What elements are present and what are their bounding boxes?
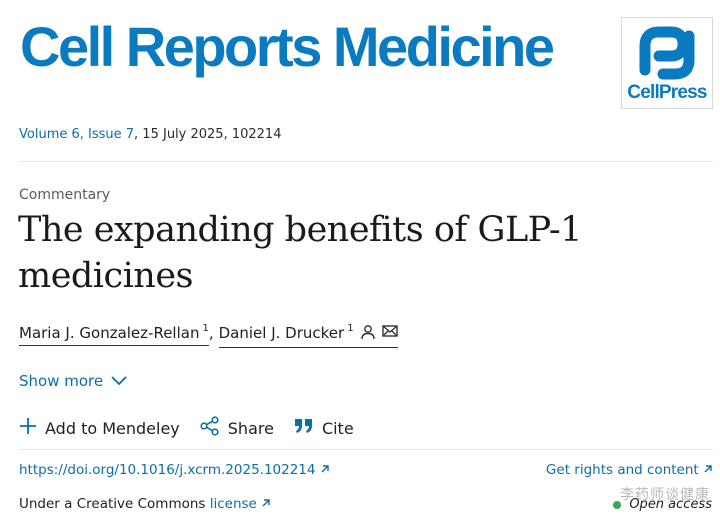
license-prefix: Under a Creative Commons xyxy=(19,496,210,512)
cellpress-logo-mark xyxy=(639,26,695,80)
author-affiliation-mark: 1 xyxy=(347,323,354,334)
share-icon xyxy=(200,416,220,440)
doi-text: https://doi.org/10.1016/j.xcrm.2025.1022… xyxy=(19,462,316,478)
cite-label: Cite xyxy=(321,418,354,438)
add-to-mendeley-label: Add to Mendeley xyxy=(45,418,180,438)
envelope-icon xyxy=(381,324,398,342)
license-link-text: license xyxy=(209,496,257,512)
license-row: Under a Creative Commons license xyxy=(19,496,271,512)
doi-link[interactable]: https://doi.org/10.1016/j.xcrm.2025.1022… xyxy=(19,462,330,478)
author-affiliation-mark: 1 xyxy=(202,323,209,334)
share-label: Share xyxy=(227,418,274,438)
add-to-mendeley-button[interactable]: Add to Mendeley xyxy=(19,417,180,439)
share-button[interactable]: Share xyxy=(200,416,274,440)
license-link[interactable]: license xyxy=(210,496,271,512)
watermark-text: 李药师谈健康 xyxy=(620,487,710,503)
volume-issue-link[interactable]: Volume 6, Issue 7 xyxy=(19,127,135,142)
cellpress-logo-text: CellPress xyxy=(627,82,707,103)
article-type: Commentary xyxy=(19,187,111,203)
cite-button[interactable]: Cite xyxy=(294,418,354,438)
author-name: Maria J. Gonzalez-Rellan xyxy=(19,324,200,342)
journal-title[interactable]: Cell Reports Medicine xyxy=(20,15,555,78)
external-link-icon xyxy=(261,496,271,512)
author-list: Maria J. Gonzalez-Rellan 1 , Daniel J. Dr… xyxy=(19,324,398,348)
open-access-dot-icon xyxy=(613,500,622,509)
cellpress-logo[interactable]: CellPress xyxy=(621,17,713,109)
open-access-label: Open access xyxy=(629,497,712,512)
author-link[interactable]: Maria J. Gonzalez-Rellan 1 xyxy=(19,324,209,346)
rights-link[interactable]: Get rights and content xyxy=(546,462,713,478)
rights-text: Get rights and content xyxy=(545,462,699,478)
author-separator: , xyxy=(208,324,214,342)
citation-date: , 15 July 2025, 102214 xyxy=(134,127,282,142)
article-title: The expanding benefits of GLP-1 medicine… xyxy=(18,210,582,296)
article-actions: Add to Mendeley Share Cite xyxy=(19,416,374,440)
chevron-down-icon xyxy=(111,372,127,390)
external-link-icon xyxy=(320,462,330,478)
doi-row: https://doi.org/10.1016/j.xcrm.2025.1022… xyxy=(19,462,713,478)
person-icon xyxy=(360,324,376,344)
citation-line: Volume 6, Issue 7, 15 July 2025, 102214 xyxy=(19,127,281,142)
open-access-badge: Open access xyxy=(613,497,712,512)
show-more-button[interactable]: Show more xyxy=(19,372,127,390)
plus-icon xyxy=(19,417,37,439)
author-link[interactable]: Daniel J. Drucker 1 xyxy=(218,323,398,348)
show-more-label: Show more xyxy=(19,372,104,390)
external-link-icon xyxy=(703,462,713,478)
actions-divider xyxy=(19,449,713,450)
header-divider xyxy=(19,161,713,162)
author-name: Daniel J. Drucker xyxy=(218,324,345,342)
quote-icon xyxy=(294,418,314,438)
